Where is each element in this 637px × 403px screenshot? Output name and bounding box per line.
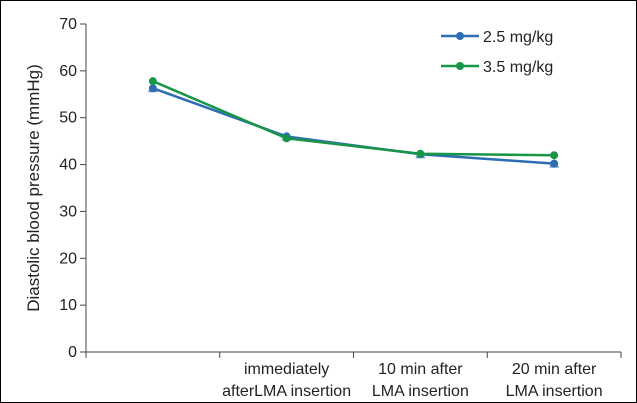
legend-label: 3.5 mg/kg: [483, 59, 553, 76]
x-categories: immediately afterLMA insertion 10 min afte…: [85, 352, 622, 400]
y-tick-label: 20: [59, 250, 77, 267]
x-category-label: LMA insertion: [506, 383, 603, 400]
y-tick-label: 50: [59, 110, 77, 127]
data-point: [550, 151, 559, 160]
data-point: [550, 159, 559, 168]
legend-marker: [456, 32, 464, 40]
series-group: [147, 77, 560, 168]
y-tick-label: 10: [59, 297, 77, 314]
x-category-label: 20 min after: [512, 361, 597, 378]
data-point: [282, 134, 291, 143]
x-category-label: afterLMA insertion: [222, 383, 351, 400]
y-tick-label: 70: [59, 16, 77, 33]
y-axis-label: Diastolic blood pressure (mmHg): [24, 64, 43, 312]
x-category-label: LMA insertion: [372, 383, 469, 400]
legend-marker: [456, 62, 464, 70]
x-category-label: 10 min after: [378, 361, 463, 378]
series-line-1: [152, 87, 555, 165]
data-point: [148, 77, 157, 86]
y-tick-label: 40: [59, 157, 77, 174]
x-category-label: immediately: [244, 361, 329, 378]
data-point: [148, 84, 157, 93]
y-ticks: 0 10 20 30 40 50 60 70: [59, 16, 86, 361]
y-tick-label: 30: [59, 203, 77, 220]
y-tick-label: 0: [68, 344, 77, 361]
y-tick-label: 60: [59, 63, 77, 80]
data-point: [416, 149, 425, 158]
legend: 2.5 mg/kg 3.5 mg/kg: [441, 29, 553, 76]
series-line-2: [152, 80, 555, 157]
legend-label: 2.5 mg/kg: [483, 29, 553, 46]
